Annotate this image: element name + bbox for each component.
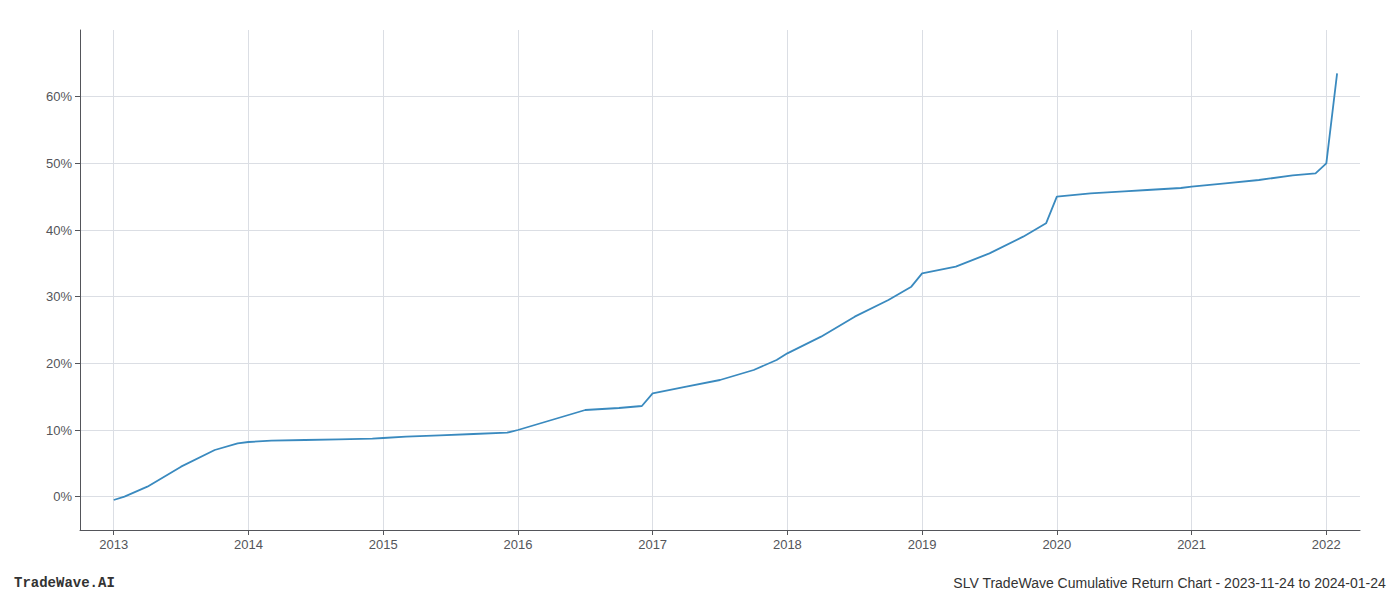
svg-text:2018: 2018 [773,537,802,552]
svg-text:30%: 30% [46,289,72,304]
svg-text:2017: 2017 [638,537,667,552]
svg-text:20%: 20% [46,356,72,371]
svg-text:0%: 0% [53,489,72,504]
svg-text:2016: 2016 [503,537,532,552]
svg-text:2019: 2019 [908,537,937,552]
svg-text:2015: 2015 [369,537,398,552]
svg-text:SLV TradeWave Cumulative Retur: SLV TradeWave Cumulative Return Chart - … [953,575,1386,591]
svg-text:2013: 2013 [99,537,128,552]
svg-text:2022: 2022 [1312,537,1341,552]
svg-text:10%: 10% [46,423,72,438]
svg-text:TradeWave.AI: TradeWave.AI [14,575,115,591]
svg-text:50%: 50% [46,156,72,171]
svg-text:40%: 40% [46,223,72,238]
svg-text:60%: 60% [46,89,72,104]
svg-text:2021: 2021 [1177,537,1206,552]
svg-text:2014: 2014 [234,537,263,552]
svg-text:2020: 2020 [1042,537,1071,552]
